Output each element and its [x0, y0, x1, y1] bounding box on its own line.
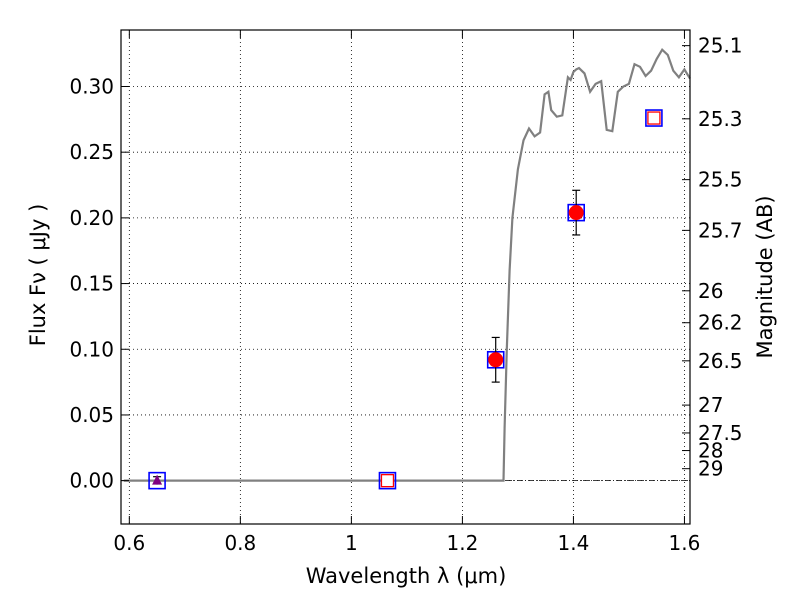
observed-flux-point	[568, 205, 584, 221]
model-photometry-point	[645, 109, 663, 127]
right-tick-label: 26.5	[698, 349, 743, 373]
upper-limit-point	[647, 111, 661, 125]
ticks: 0.6 0.8 1 1.2 1.4 1.6 0.00 0.05 0.10 0.15 0.20 0.25…	[69, 30, 743, 555]
right-tick-label: 26	[698, 279, 723, 303]
observed-flux-point	[488, 352, 504, 368]
x-tick-label: 1.6	[669, 531, 701, 555]
right-tick-label: 26.2	[698, 311, 743, 335]
y-axis-title: Flux Fν ( μJy )	[26, 204, 50, 347]
x-tick-label: 1.4	[558, 531, 590, 555]
right-axis-title: Magnitude (AB)	[753, 195, 777, 358]
right-tick-label: 25.5	[698, 168, 743, 192]
plot-frame	[120, 29, 691, 525]
x-tick-label: 1.2	[446, 531, 478, 555]
model-spectrum-line	[123, 47, 691, 482]
y-tick-label: 0.00	[69, 469, 114, 493]
triangle-marker	[152, 474, 163, 485]
model-photometry-point	[378, 471, 397, 490]
series-layer	[121, 47, 691, 490]
right-tick-label: 29	[698, 457, 723, 481]
right-tick-label: 27.5	[698, 421, 743, 445]
y-tick-label: 0.10	[69, 337, 114, 361]
x-axis-title: Wavelength λ (μm)	[306, 564, 507, 588]
y-tick-label: 0.25	[69, 140, 114, 164]
x-tick-label: 1	[345, 531, 358, 555]
right-tick-label: 25.1	[698, 34, 743, 58]
y-tick-label: 0.30	[69, 74, 114, 98]
model-photometry-point	[148, 471, 166, 490]
x-tick-label: 0.8	[224, 531, 256, 555]
right-tick-label: 27	[698, 393, 723, 417]
upper-limit-point	[380, 473, 395, 488]
y-tick-label: 0.15	[69, 272, 114, 296]
right-tick-label: 25.3	[698, 107, 743, 131]
y-tick-label: 0.20	[69, 206, 114, 230]
right-tick-label: 28	[698, 439, 723, 463]
y-tick-label: 0.05	[69, 403, 114, 427]
x-tick-label: 0.6	[113, 531, 145, 555]
right-tick-label: 25.7	[698, 218, 743, 242]
